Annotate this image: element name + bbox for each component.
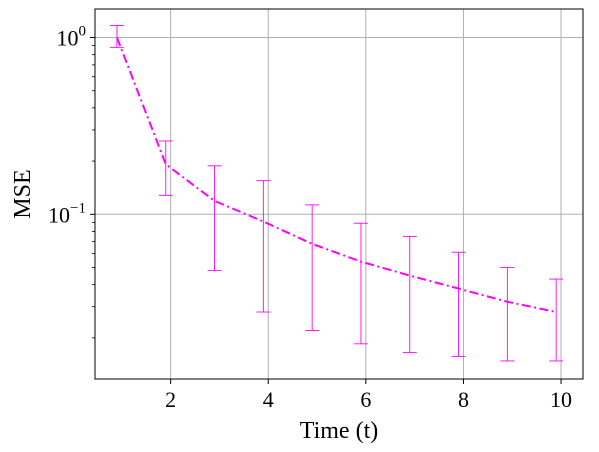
x-tick-label: 6 [360, 387, 371, 412]
x-tick-label: 4 [263, 387, 274, 412]
grid-lines [95, 9, 583, 379]
x-tick-label: 8 [458, 387, 469, 412]
y-tick-label: 10−1 [48, 200, 86, 227]
y-axis-ticks: 100 10−1 [48, 24, 95, 339]
plot-frame [94, 8, 584, 380]
series-lines [116, 37, 557, 313]
x-axis-ticks: 2 4 6 8 10 [165, 379, 572, 412]
y-tick-label: 100 [57, 24, 87, 51]
mse-series-line [116, 37, 557, 313]
y-axis-label: MSE [10, 169, 36, 218]
x-tick-label: 10 [550, 387, 572, 412]
x-axis-label: Time (t) [300, 418, 378, 444]
x-tick-label: 2 [165, 387, 176, 412]
error-bars [109, 25, 564, 362]
